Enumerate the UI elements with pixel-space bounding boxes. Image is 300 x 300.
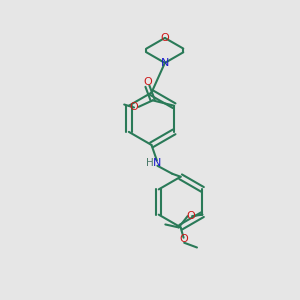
Text: N: N: [161, 58, 169, 68]
Text: O: O: [160, 33, 169, 43]
Text: N: N: [153, 158, 162, 168]
Text: O: O: [130, 103, 138, 112]
Text: H: H: [146, 158, 153, 168]
Text: O: O: [187, 211, 196, 220]
Text: O: O: [180, 234, 189, 244]
Text: O: O: [143, 76, 152, 87]
